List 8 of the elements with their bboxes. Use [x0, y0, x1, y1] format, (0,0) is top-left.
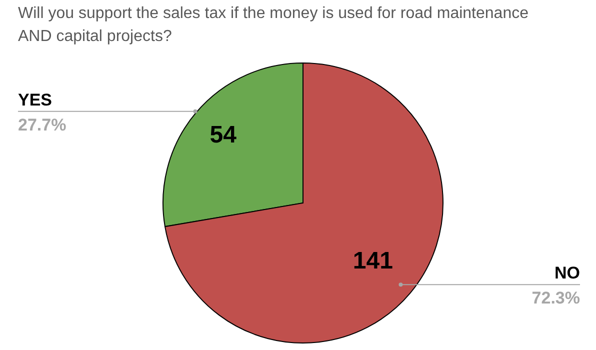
text: 72.3% [532, 288, 580, 308]
pie-slice [164, 62, 444, 344]
data-label: 141 [352, 248, 393, 275]
chart-title: Will you support the sales tax if the money is used for road maintenance AND capital projects? [18, 4, 530, 47]
data-label: 54 [210, 121, 238, 148]
text: 27.7% [18, 115, 66, 134]
slice-label: YES [18, 90, 52, 110]
slice-label: NO [554, 264, 580, 283]
